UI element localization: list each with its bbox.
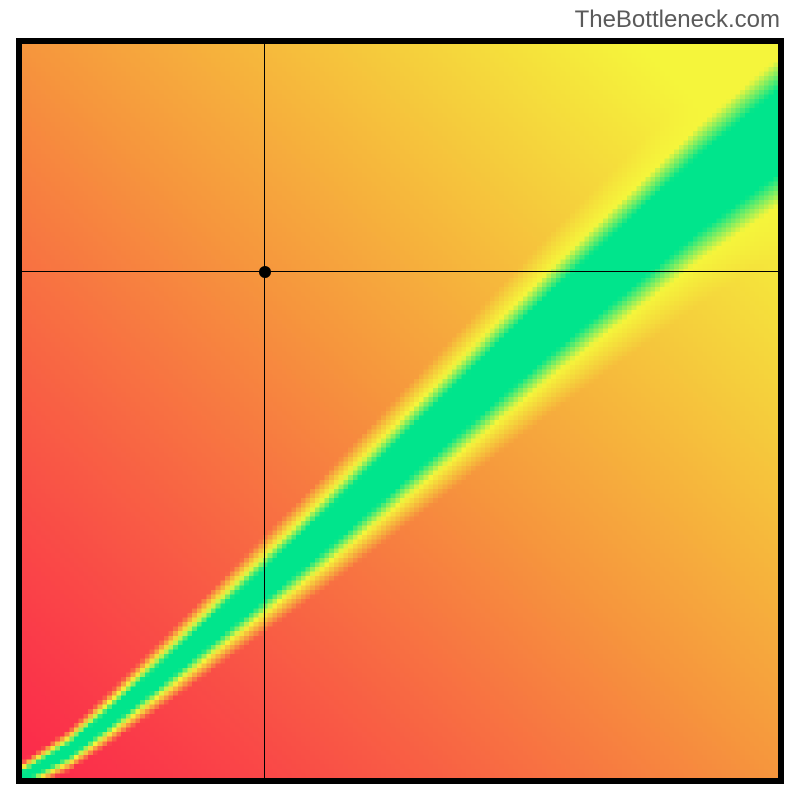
crosshair-vertical bbox=[264, 44, 265, 778]
crosshair-marker-dot bbox=[259, 266, 271, 278]
heatmap-canvas bbox=[22, 44, 778, 778]
watermark-text: TheBottleneck.com bbox=[575, 6, 780, 34]
crosshair-horizontal bbox=[22, 271, 778, 272]
heatmap-canvas-wrap bbox=[22, 44, 778, 778]
